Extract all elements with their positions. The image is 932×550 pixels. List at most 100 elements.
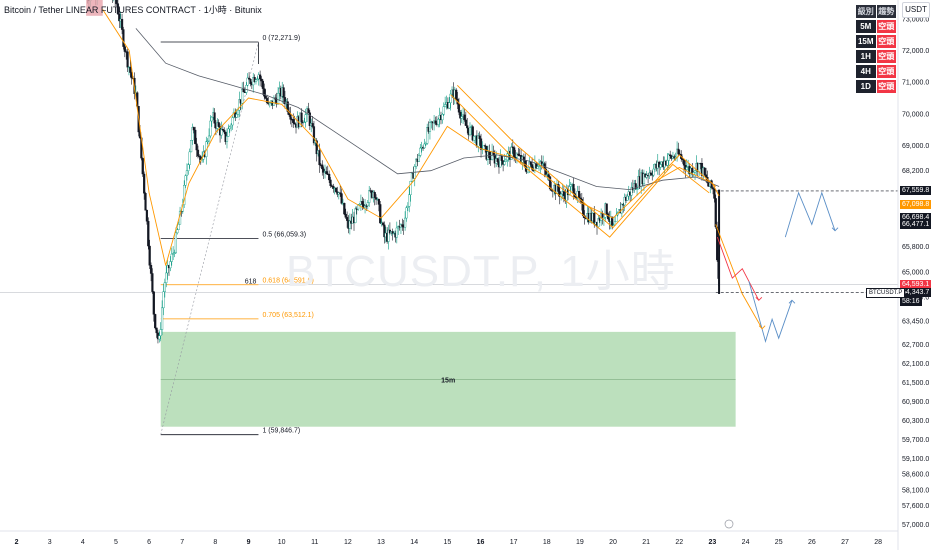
time-tick-label: 12 (344, 539, 352, 546)
candle-body (437, 119, 440, 125)
candle-body (714, 198, 717, 228)
candle-body (496, 158, 499, 162)
candle-body (170, 253, 173, 262)
trend-row-1h: 1H 空頭 (856, 50, 896, 63)
price-tick-label: 61,500.0 (902, 380, 929, 387)
candle-body (666, 160, 669, 166)
candle-body (300, 112, 303, 123)
candle-body (308, 112, 311, 127)
candle-body (303, 121, 306, 123)
candle-body (424, 143, 427, 145)
fib-level-label: 1 (59,846.7) (262, 428, 300, 435)
time-tick-label: 24 (742, 539, 750, 546)
candle-body (120, 18, 124, 30)
candle-body (241, 89, 244, 104)
candle-body (531, 164, 534, 170)
candle-body (368, 190, 371, 203)
trend-row-1d: 1D 空頭 (856, 80, 896, 93)
candle-body (442, 106, 445, 115)
candle-body (406, 205, 409, 208)
candle-body (213, 112, 216, 124)
candle-body (463, 114, 466, 121)
candle-body (245, 84, 248, 93)
candles-layer (86, 0, 721, 344)
candle-body (268, 102, 271, 104)
candle-body (365, 205, 368, 207)
time-tick-label: 13 (377, 539, 385, 546)
candle-body (187, 164, 190, 171)
candle-body (623, 196, 626, 206)
candle-body (225, 136, 229, 142)
demand-zone-label: 15m (441, 377, 455, 384)
candle-body (691, 168, 694, 175)
candle-body (698, 163, 701, 172)
axis-price-tag: 64,593.1 (900, 279, 932, 289)
projection-blue-arrowhead (788, 299, 796, 304)
price-tick-label: 58,100.0 (902, 487, 929, 494)
candle-body (500, 155, 503, 161)
candle-body (129, 66, 132, 73)
candle-body (630, 187, 633, 196)
candle-body (143, 173, 146, 194)
candle-body (457, 103, 461, 113)
candle-body (149, 265, 153, 274)
projection-blue-high-path (784, 191, 836, 238)
projection-red-arrowhead (755, 296, 763, 301)
candle-body (282, 87, 285, 98)
candle-body (217, 122, 220, 127)
candle-body (283, 97, 287, 105)
candle-body (428, 122, 432, 132)
candle-body (685, 167, 688, 170)
candle-body (649, 172, 652, 175)
axis-price-tag: 67,098.8 (900, 200, 932, 210)
candle-body (354, 208, 357, 223)
candle-body (259, 74, 262, 80)
candle-body (220, 129, 223, 136)
time-tick-label: 25 (775, 539, 783, 546)
candle-body (659, 164, 662, 168)
trend-badge: 空頭 (876, 65, 896, 78)
candle-body (478, 135, 481, 139)
candle-body (444, 104, 447, 107)
price-tick-label: 62,700.0 (902, 342, 929, 349)
candle-body (174, 232, 177, 253)
candle-body (230, 124, 233, 128)
candle-body (253, 77, 256, 83)
candle-body (682, 159, 686, 166)
candle-body (151, 273, 154, 292)
currency-button[interactable]: USDT (902, 2, 930, 18)
candle-body (307, 108, 310, 113)
candle-body (209, 120, 212, 137)
candle-body (464, 119, 467, 126)
candle-body (141, 157, 144, 175)
price-tick-label: 70,000.0 (902, 111, 929, 118)
candle-body (669, 154, 672, 157)
candle-body (231, 117, 234, 126)
candle-body (321, 164, 324, 170)
candle-body (363, 205, 367, 209)
candle-body (374, 197, 378, 200)
ema-fast-line (102, 9, 720, 266)
price-tick-label: 65,000.0 (902, 269, 929, 276)
price-tick-label: 72,000.0 (902, 48, 929, 55)
candle-body (693, 170, 697, 173)
time-tick-label: 21 (642, 539, 650, 546)
candle-body (484, 145, 487, 147)
axis-price-tag: 66,477.1 (900, 220, 932, 230)
candle-body (329, 179, 332, 186)
candle-body (569, 184, 572, 187)
time-tick-label: 3 (48, 539, 52, 546)
fib-level-label: 0.618 (64,591.0) (262, 278, 313, 285)
candle-body (346, 217, 349, 221)
candle-body (537, 165, 541, 167)
candle-body (652, 168, 655, 176)
candle-body (562, 191, 565, 196)
timeframe-label: 1H (856, 50, 876, 63)
candle-body (123, 46, 126, 52)
candle-body (455, 89, 458, 100)
candle-body (334, 187, 338, 192)
candle-body (409, 180, 412, 195)
candle-body (332, 185, 335, 189)
candle-body (426, 127, 429, 144)
